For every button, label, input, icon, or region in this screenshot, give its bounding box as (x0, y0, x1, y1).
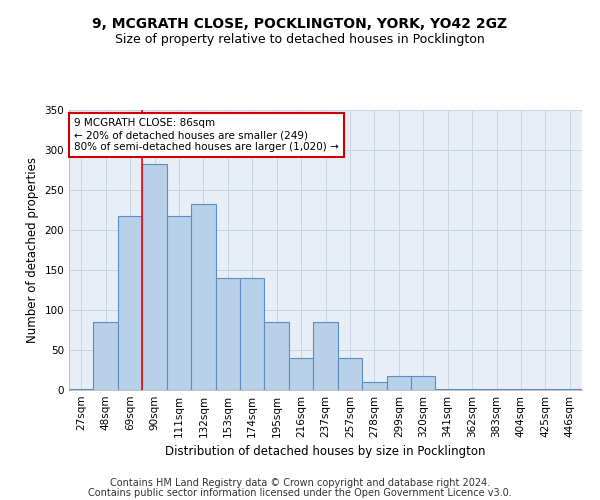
Text: Contains public sector information licensed under the Open Government Licence v3: Contains public sector information licen… (88, 488, 512, 498)
Bar (265, 322, 289, 390)
Text: Contains HM Land Registry data © Crown copyright and database right 2024.: Contains HM Land Registry data © Crown c… (110, 478, 490, 488)
X-axis label: Distribution of detached houses by size in Pocklington: Distribution of detached houses by size … (165, 446, 486, 458)
Bar (338, 358, 362, 390)
Bar (240, 278, 265, 390)
Bar (386, 376, 411, 390)
Text: 9 MCGRATH CLOSE: 86sqm
← 20% of detached houses are smaller (249)
80% of semi-de: 9 MCGRATH CLOSE: 86sqm ← 20% of detached… (74, 118, 339, 152)
Bar (191, 204, 215, 390)
Bar (362, 382, 386, 390)
Bar (289, 358, 313, 390)
Bar (533, 389, 557, 390)
Bar (94, 322, 118, 390)
Text: Size of property relative to detached houses in Pocklington: Size of property relative to detached ho… (115, 32, 485, 46)
Bar (118, 216, 142, 390)
Bar (557, 389, 582, 390)
Bar (142, 164, 167, 390)
Bar (436, 389, 460, 390)
Y-axis label: Number of detached properties: Number of detached properties (26, 157, 39, 343)
Bar (411, 376, 436, 390)
Bar (460, 389, 484, 390)
Bar (167, 216, 191, 390)
Bar (69, 389, 94, 390)
Bar (484, 389, 509, 390)
Text: 9, MCGRATH CLOSE, POCKLINGTON, YORK, YO42 2GZ: 9, MCGRATH CLOSE, POCKLINGTON, YORK, YO4… (92, 18, 508, 32)
Bar (509, 389, 533, 390)
Bar (313, 322, 338, 390)
Bar (215, 278, 240, 390)
